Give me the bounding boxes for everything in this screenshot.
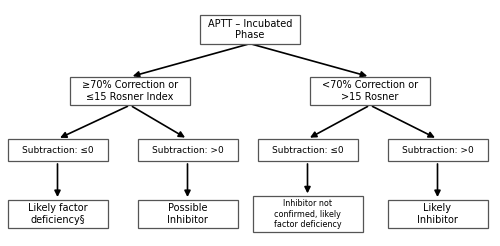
Text: Subtraction: >0: Subtraction: >0 [152,146,224,154]
FancyBboxPatch shape [138,200,237,228]
Text: ≥70% Correction or
≤15 Rosner Index: ≥70% Correction or ≤15 Rosner Index [82,80,178,102]
FancyBboxPatch shape [138,139,237,161]
Text: Subtraction: ≤0: Subtraction: ≤0 [22,146,94,154]
FancyBboxPatch shape [252,196,362,232]
Text: Inhibitor not
confirmed, likely
factor deficiency: Inhibitor not confirmed, likely factor d… [274,199,342,229]
FancyBboxPatch shape [310,77,430,105]
FancyBboxPatch shape [200,15,300,44]
Text: <70% Correction or
>15 Rosner: <70% Correction or >15 Rosner [322,80,418,102]
Text: Likely factor
deficiency§: Likely factor deficiency§ [28,203,88,225]
FancyBboxPatch shape [8,139,108,161]
Text: Subtraction: >0: Subtraction: >0 [402,146,473,154]
Text: Likely
Inhibitor: Likely Inhibitor [417,203,458,225]
Text: APTT – Incubated
Phase: APTT – Incubated Phase [208,19,292,40]
FancyBboxPatch shape [8,200,108,228]
FancyBboxPatch shape [388,139,488,161]
FancyBboxPatch shape [258,139,358,161]
Text: Possible
Inhibitor: Possible Inhibitor [167,203,208,225]
Text: Subtraction: ≤0: Subtraction: ≤0 [272,146,344,154]
FancyBboxPatch shape [388,200,488,228]
FancyBboxPatch shape [70,77,190,105]
